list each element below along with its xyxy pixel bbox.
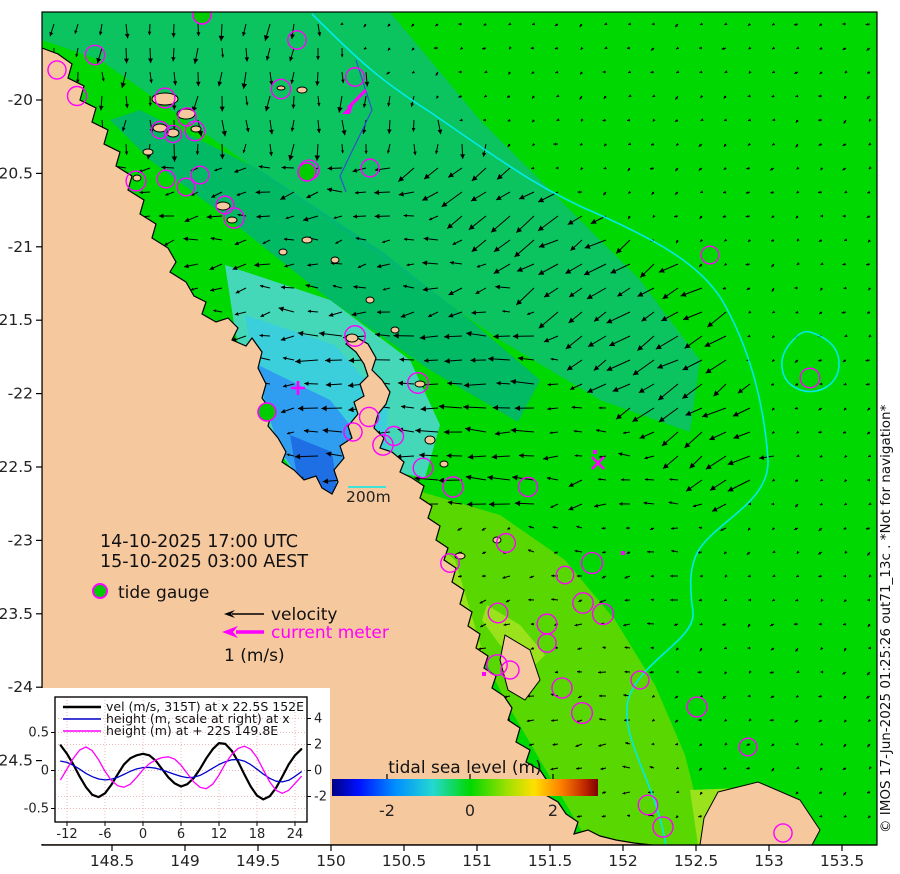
- current-meter-legend-label: current meter: [271, 623, 389, 643]
- lon-tick-label: 149: [170, 852, 200, 870]
- colorbar-tick-label: 2: [548, 801, 558, 820]
- inset-x-tick-label: 18: [249, 827, 266, 842]
- lon-tick-label: 153: [754, 852, 784, 870]
- inset-series-0: [59, 742, 303, 801]
- inset-y-left-tick-label: 0.5: [28, 726, 49, 741]
- inset-y-left-tick-label: 0: [41, 764, 49, 779]
- lon-tick-label: 152: [608, 852, 638, 870]
- lon-tick-label: 150.5: [382, 852, 426, 870]
- inset-x-tick-label: -6: [99, 827, 112, 842]
- velocity-legend-label: velocity: [271, 605, 337, 625]
- colorbar-tick-label: -2: [379, 801, 395, 820]
- colorbar-title: tidal sea level (m): [388, 758, 542, 778]
- velocity-scale-label: 1 (m/s): [224, 646, 285, 666]
- lon-tick-label: 151.5: [528, 852, 572, 870]
- inset-legend: vel (m/s, 315T) at x 22.5S 152E height (…: [63, 699, 304, 738]
- inset-x-tick-label: 12: [211, 827, 228, 842]
- inset-series-2: [60, 745, 302, 794]
- lon-tick-label: 152.5: [674, 852, 718, 870]
- lon-tick-label: 153.5: [820, 852, 864, 870]
- lat-tick-label: -20.5: [0, 164, 33, 182]
- inset-x-tick-label: 6: [177, 827, 185, 842]
- inset-y-right-tick-label: 0: [314, 764, 322, 779]
- lon-tick-label: 149.5: [236, 852, 280, 870]
- inset-x-tick-label: 24: [287, 827, 304, 842]
- velocity-legend-arrow-icon: [224, 610, 264, 618]
- inset-x-tick-label: -12: [56, 827, 77, 842]
- axis-labels: 148.5 149 149.5 150 150.5 151 151.5 152 152.5 153…: [0, 91, 864, 870]
- inset-legend-label-vel: vel (m/s, 315T) at x 22.5S 152E: [106, 699, 304, 714]
- lon-tick-label: 150: [316, 852, 346, 870]
- lat-tick-label: -22: [8, 385, 33, 403]
- credit-watermark: © IMOS 17-Jun-2025 01:25:26 out71_13c . …: [878, 404, 894, 833]
- inset-legend-label-height-plus: height (m) at + 22S 149.8E: [106, 723, 278, 738]
- colorbar-gradient: [332, 779, 598, 796]
- inset-y-left-tick-label: -0.5: [24, 802, 49, 817]
- lat-tick-label: -20: [8, 91, 33, 109]
- colorbar-tick-label: 0: [465, 801, 475, 820]
- inset-timeseries-plot: -12 -6 0 6 12 18 24 0.5 0 -0.5 4 2 0 -2: [0, 688, 877, 846]
- lat-tick-label: -22.5: [0, 458, 33, 476]
- tide-gauge-markers-layer: [47, 12, 821, 843]
- inset-x-tick-label: 0: [139, 827, 147, 842]
- tide-gauge-legend-label: tide gauge: [118, 583, 209, 603]
- lon-tick-label: 148.5: [90, 852, 134, 870]
- colorbar-ticks: -2 0 2: [379, 774, 558, 820]
- inset-legend-label-height-x: height (m, scale at right) at x: [106, 711, 290, 726]
- lat-tick-label: -23.5: [0, 605, 33, 623]
- depth-contour-200m-layer: [311, 13, 840, 845]
- coastline-land-layer: [42, 47, 821, 845]
- datetime-aest-label: 15-10-2025 03:00 AEST: [100, 552, 308, 572]
- lat-tick-label: -23: [8, 531, 33, 549]
- inset-series-1: [60, 758, 302, 783]
- inset-y-right-tick-label: 4: [314, 712, 322, 727]
- ocean-tidal-level-layer: [42, 12, 877, 845]
- lat-tick-label: -24: [8, 678, 33, 696]
- tide-gauge-legend-icon: [92, 583, 108, 599]
- lon-tick-label: 151: [462, 852, 492, 870]
- current-meter-legend-arrow-icon: [222, 626, 264, 638]
- lat-tick-label: -24.5: [0, 752, 33, 770]
- inset-y-right-tick-label: -2: [314, 790, 327, 805]
- inset-y-right-tick-label: 2: [314, 738, 322, 753]
- contour-200m-label: 200m: [346, 488, 391, 506]
- lat-tick-label: -21.5: [0, 311, 33, 329]
- lat-tick-label: -21: [8, 238, 33, 256]
- map-annotations: 14-10-2025 17:00 UTC 15-10-2025 03:00 AE…: [92, 486, 391, 666]
- datetime-utc-label: 14-10-2025 17:00 UTC: [100, 532, 298, 552]
- colorbar: tidal sea level (m) -2 0 2: [332, 758, 598, 820]
